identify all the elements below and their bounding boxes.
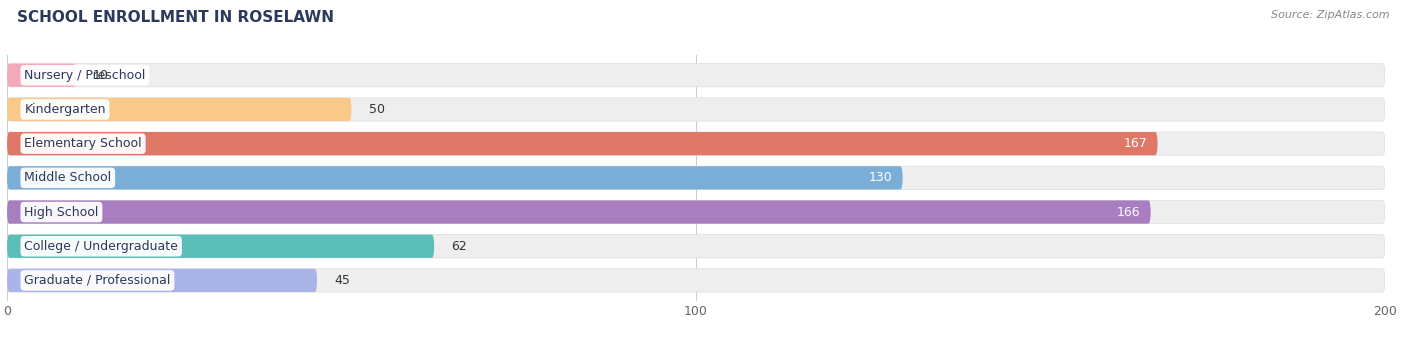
FancyBboxPatch shape [7, 98, 1385, 121]
Text: Source: ZipAtlas.com: Source: ZipAtlas.com [1271, 10, 1389, 20]
FancyBboxPatch shape [7, 200, 1150, 224]
Text: 50: 50 [368, 103, 385, 116]
FancyBboxPatch shape [7, 132, 1157, 155]
Text: High School: High School [24, 206, 98, 219]
FancyBboxPatch shape [7, 269, 1385, 292]
Text: 45: 45 [335, 274, 350, 287]
Text: 10: 10 [93, 69, 110, 82]
FancyBboxPatch shape [7, 166, 1385, 189]
FancyBboxPatch shape [7, 132, 1385, 155]
Text: Elementary School: Elementary School [24, 137, 142, 150]
FancyBboxPatch shape [7, 166, 903, 189]
Text: 167: 167 [1123, 137, 1147, 150]
FancyBboxPatch shape [7, 64, 1385, 87]
FancyBboxPatch shape [7, 235, 1385, 258]
Text: 62: 62 [451, 240, 467, 253]
FancyBboxPatch shape [7, 200, 1385, 224]
Text: 166: 166 [1116, 206, 1140, 219]
Text: Middle School: Middle School [24, 171, 111, 184]
FancyBboxPatch shape [7, 235, 434, 258]
FancyBboxPatch shape [7, 269, 318, 292]
FancyBboxPatch shape [7, 98, 351, 121]
FancyBboxPatch shape [7, 64, 76, 87]
Text: Graduate / Professional: Graduate / Professional [24, 274, 170, 287]
Text: Nursery / Preschool: Nursery / Preschool [24, 69, 146, 82]
Text: 130: 130 [869, 171, 893, 184]
Text: SCHOOL ENROLLMENT IN ROSELAWN: SCHOOL ENROLLMENT IN ROSELAWN [17, 10, 333, 25]
Text: Kindergarten: Kindergarten [24, 103, 105, 116]
Text: College / Undergraduate: College / Undergraduate [24, 240, 179, 253]
